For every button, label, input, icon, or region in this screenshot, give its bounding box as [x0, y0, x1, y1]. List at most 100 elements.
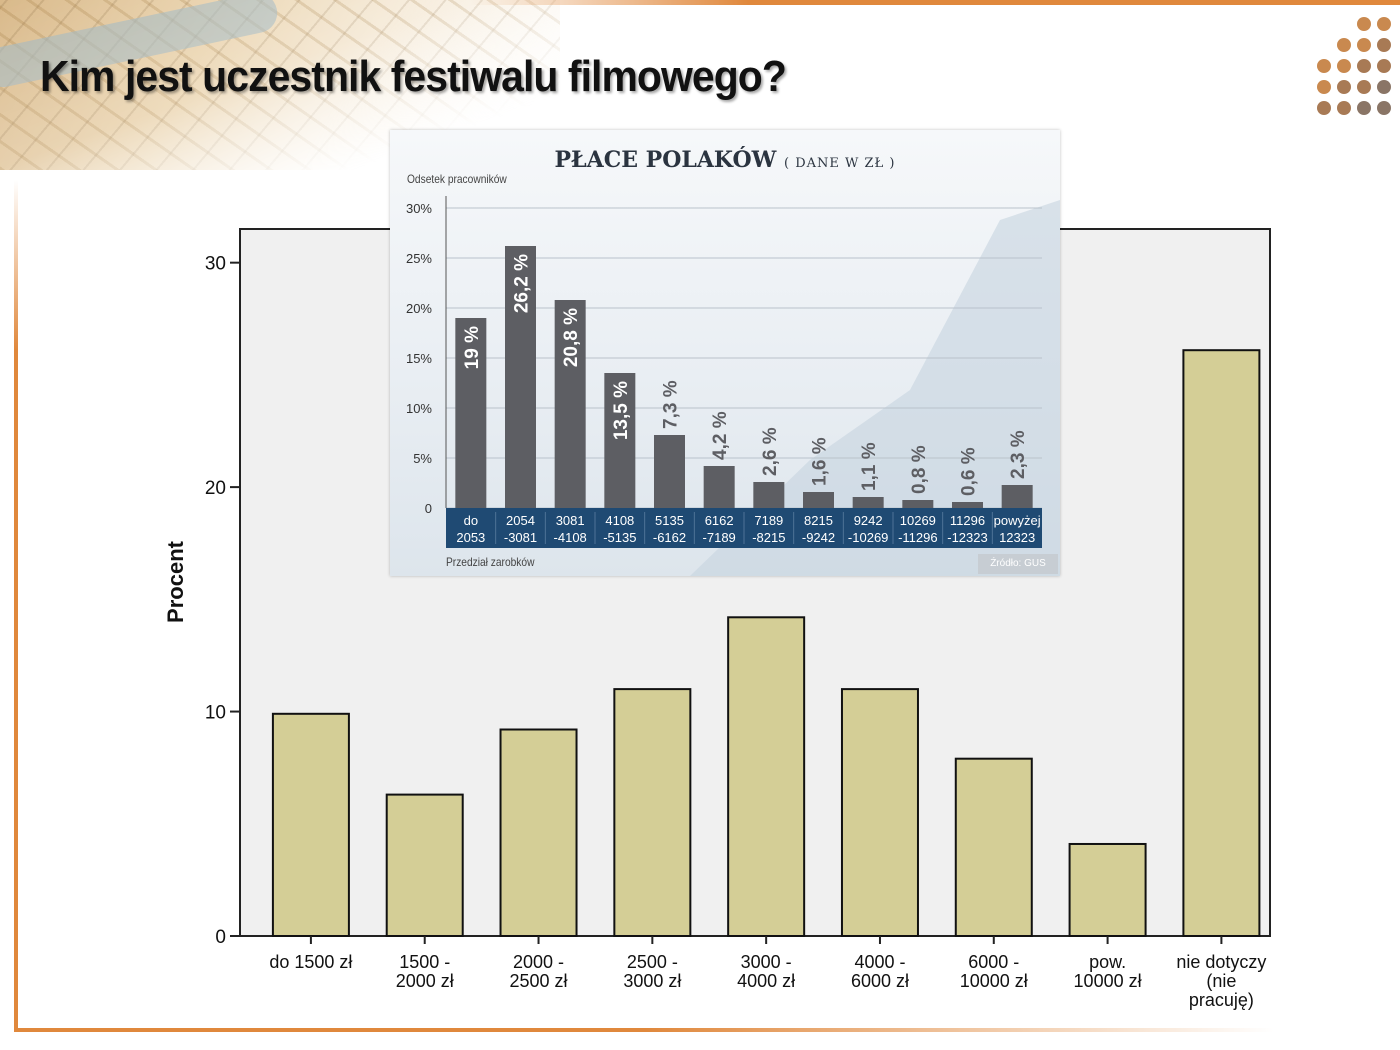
- inset-data-label: 13,5 %: [611, 381, 632, 440]
- logo-dot: [1377, 101, 1391, 115]
- inset-background-trend: [690, 200, 1060, 576]
- logo-dot: [1317, 59, 1331, 73]
- inset-bar: [1001, 485, 1033, 508]
- inset-bar: [455, 318, 487, 508]
- inset-x-tick-label: 11296: [950, 513, 985, 528]
- inset-data-label: 0,8 %: [909, 445, 930, 494]
- main-x-tick-label: 10000 zł: [960, 971, 1028, 991]
- inset-y-tick-label: 5%: [413, 451, 432, 466]
- inset-y-tick-label: 30%: [406, 201, 432, 216]
- main-x-tick-label: 2500 zł: [510, 971, 568, 991]
- main-x-tick-label: 2000 zł: [396, 971, 454, 991]
- left-accent-line: [14, 180, 18, 1030]
- bottom-accent-line: [14, 1028, 1274, 1032]
- logo-dot: [1317, 80, 1331, 94]
- main-y-tick-label: 0: [215, 927, 226, 948]
- inset-x-tick-label: -4108: [554, 530, 587, 545]
- inset-y-axis-label: Odsetek pracowników: [407, 172, 507, 186]
- main-x-tick-label: 1500 -: [399, 952, 450, 972]
- inset-x-tick-label: 7189: [754, 513, 783, 528]
- inset-x-tick-label: 6162: [705, 513, 734, 528]
- inset-y-tick-label: 15%: [406, 351, 432, 366]
- inset-bar: [753, 482, 785, 508]
- inset-x-tick-label: 3081: [556, 513, 585, 528]
- logo-dot: [1357, 80, 1371, 94]
- inset-bar: [654, 435, 685, 508]
- inset-y-tick-label: 0: [425, 501, 432, 516]
- inset-wages-chart: PŁACE POLAKÓW ( DANE W ZŁ ) Odsetek prac…: [390, 130, 1060, 576]
- logo-dot: [1317, 101, 1331, 115]
- logo-dot: [1337, 101, 1351, 115]
- inset-source-label: Źródło: GUS: [978, 554, 1058, 574]
- inset-title-main: PŁACE POLAKÓW: [554, 147, 777, 173]
- inset-bar: [902, 500, 934, 508]
- main-bar: [613, 688, 692, 937]
- inset-x-tick-label: do: [464, 513, 478, 528]
- inset-x-tick-label: 9242: [854, 513, 883, 528]
- main-bar: [1182, 349, 1261, 937]
- main-x-tick-label: 10000 zł: [1074, 971, 1142, 991]
- logo-dot: [1357, 38, 1371, 52]
- main-x-tick-label: do 1500 zł: [269, 952, 352, 972]
- logo-dot: [1357, 17, 1371, 31]
- logo-dot: [1337, 59, 1351, 73]
- main-bar: [499, 728, 578, 937]
- inset-x-tick-label: -8215: [752, 530, 785, 545]
- logo-dot: [1337, 80, 1351, 94]
- inset-title-subtitle: ( DANE W ZŁ ): [784, 156, 896, 171]
- inset-bar: [852, 497, 884, 508]
- inset-x-tick-label: -7189: [703, 530, 736, 545]
- inset-y-tick-label: 20%: [406, 301, 432, 316]
- inset-data-label: 7,3 %: [661, 380, 682, 429]
- logo-dot: [1377, 59, 1391, 73]
- inset-x-tick-label: -9242: [802, 530, 835, 545]
- main-bar: [271, 712, 350, 937]
- logo-dot: [1337, 38, 1351, 52]
- main-bar: [727, 616, 806, 937]
- dot-grid-logo: [1317, 17, 1391, 115]
- logo-dot: [1357, 101, 1371, 115]
- inset-bar-plot: 0 5% 10% 15% 20% 25% 30% 19 % do 2053 26,2 % 2054 -3…: [406, 196, 1060, 576]
- inset-x-tick-label: -5135: [603, 530, 636, 545]
- inset-data-label: 19 %: [462, 326, 483, 369]
- main-x-tick-label: 2000 -: [513, 952, 564, 972]
- inset-data-label: 0,6 %: [959, 447, 980, 496]
- inset-x-tick-label: powyżej: [994, 513, 1041, 528]
- inset-x-tick-label: 2053: [456, 530, 485, 545]
- inset-y-tick-label: 25%: [406, 251, 432, 266]
- inset-chart-title: PŁACE POLAKÓW ( DANE W ZŁ ): [390, 147, 1060, 173]
- main-bar: [1068, 842, 1147, 938]
- main-y-tick-label: 20: [205, 478, 226, 499]
- main-x-tick-label: 3000 zł: [623, 971, 681, 991]
- inset-x-tick-label: -10269: [848, 530, 888, 545]
- main-x-tick-label: 6000 zł: [851, 971, 909, 991]
- inset-data-label: 20,8 %: [561, 308, 582, 367]
- inset-x-tick-label: 12323: [999, 530, 1035, 545]
- logo-dot: [1357, 59, 1371, 73]
- inset-x-tick-label: -6162: [653, 530, 686, 545]
- main-bar: [385, 793, 464, 937]
- main-x-tick-label: 6000 -: [968, 952, 1019, 972]
- slide-title: Kim jest uczestnik festiwalu filmowego?: [40, 52, 787, 101]
- inset-bar: [604, 373, 636, 508]
- inset-data-label: 2,3 %: [1008, 430, 1029, 479]
- inset-x-tick-label: 8215: [804, 513, 833, 528]
- main-x-tick-label: (nie: [1206, 971, 1236, 991]
- main-x-tick-label: pow.: [1089, 952, 1126, 972]
- inset-x-tick-label: -3081: [504, 530, 537, 545]
- inset-x-axis-label: Przedział zarobków: [446, 555, 535, 569]
- main-bar: [954, 757, 1033, 938]
- inset-x-tick-label: -11296: [898, 530, 938, 545]
- main-x-tick-label: 3000 -: [741, 952, 792, 972]
- inset-data-label: 2,6 %: [760, 427, 781, 476]
- logo-dot: [1377, 38, 1391, 52]
- inset-data-label: 26,2 %: [512, 254, 533, 313]
- main-x-tick-label: 4000 -: [854, 952, 905, 972]
- inset-bar: [952, 502, 983, 508]
- inset-bar: [505, 246, 536, 508]
- logo-dot: [1377, 80, 1391, 94]
- main-x-tick-label: pracuję): [1189, 990, 1254, 1010]
- main-y-tick-label: 30: [205, 254, 226, 275]
- main-y-tick-label: 10: [205, 703, 226, 724]
- inset-data-label: 1,1 %: [859, 442, 880, 491]
